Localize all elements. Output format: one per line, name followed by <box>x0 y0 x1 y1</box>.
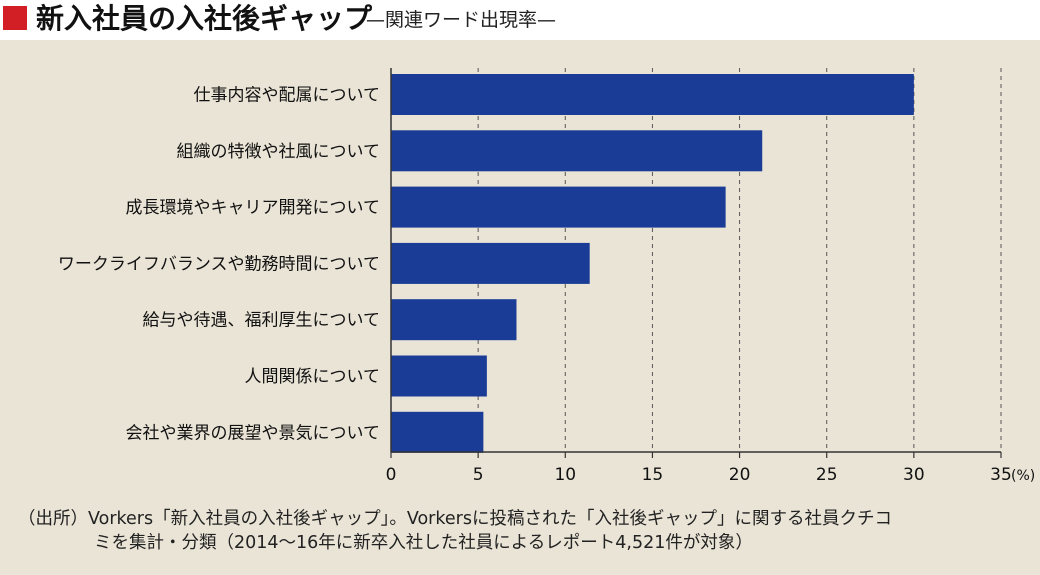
title-bar: 新入社員の入社後ギャップ —関連ワード出現率— <box>0 0 1040 38</box>
chart-panel: 仕事内容や配属について組織の特徴や社風について成長環境やキャリア開発についてワー… <box>0 40 1040 575</box>
category-label: 人間関係について <box>245 367 381 387</box>
bar <box>391 299 517 341</box>
title-marker <box>3 6 27 30</box>
source-line-1: （出所）Vorkers「新入社員の入社後ギャップ」。Vorkersに投稿された「… <box>18 509 892 529</box>
source-note: （出所）Vorkers「新入社員の入社後ギャップ」。Vorkersに投稿された「… <box>18 507 1028 555</box>
chart-subtitle: —関連ワード出現率— <box>366 9 557 31</box>
category-label: 仕事内容や配属について <box>194 86 381 106</box>
category-label: 成長環境やキャリア開発について <box>126 198 381 218</box>
category-label: 組織の特徴や社風について <box>177 142 381 162</box>
bar <box>391 411 484 453</box>
x-tick-label: 10 <box>554 465 576 485</box>
x-tick-label: 15 <box>642 465 664 485</box>
category-label: ワークライフバランスや勤務時間について <box>58 254 380 274</box>
category-label: 給与や待遇、福利厚生について <box>143 311 381 331</box>
bar <box>391 242 590 284</box>
x-unit-label: (%) <box>1011 468 1035 484</box>
source-line-2: ミを集計・分類（2014〜16年に新卒入社した社員によるレポート4,521件が対… <box>94 533 753 553</box>
x-tick-label: 5 <box>473 465 484 485</box>
bar-chart: 仕事内容や配属について組織の特徴や社風について成長環境やキャリア開発についてワー… <box>58 68 1035 485</box>
x-tick-label: 30 <box>903 465 925 485</box>
chart-title: 新入社員の入社後ギャップ <box>36 2 373 35</box>
x-tick-label: 20 <box>729 465 751 485</box>
bar <box>391 74 914 115</box>
x-tick-label: 35 <box>990 465 1012 485</box>
x-tick-label: 25 <box>816 465 838 485</box>
x-tick-label: 0 <box>386 465 397 485</box>
category-label: 会社や業界の展望や景気について <box>126 423 381 443</box>
bar <box>391 186 726 228</box>
bar <box>391 130 763 172</box>
bar <box>391 355 487 397</box>
